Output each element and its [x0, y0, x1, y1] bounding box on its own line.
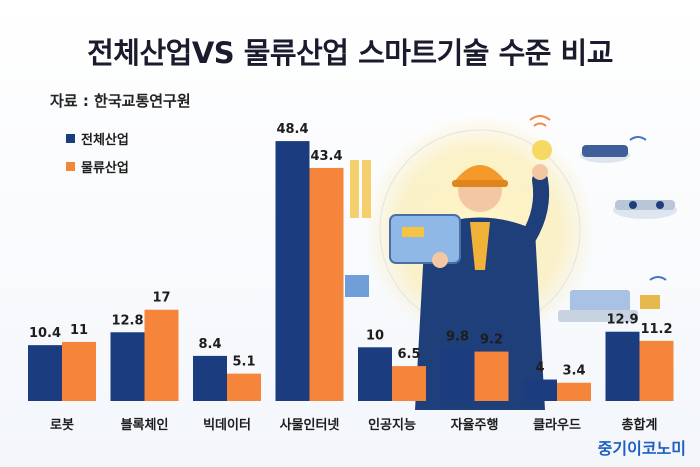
- watermark-logo: 중기이코노미: [597, 439, 686, 458]
- value-label-series2-2: 5.1: [232, 355, 255, 370]
- bar-series2-5: [474, 351, 509, 401]
- bar-series2-1: [144, 309, 179, 401]
- value-label-series1-1: 12.8: [111, 313, 143, 328]
- bar-series1-2: [193, 355, 227, 401]
- bar-series1-4: [358, 347, 392, 401]
- bar-series2-2: [227, 373, 261, 401]
- value-label-series1-5: 9.8: [446, 329, 469, 344]
- value-label-series1-3: 48.4: [276, 122, 308, 137]
- value-label-series2-0: 11: [70, 323, 88, 338]
- legend-swatch-series2: [66, 161, 75, 171]
- category-label-7: 총합계: [622, 417, 658, 433]
- value-label-series1-4: 10: [366, 328, 384, 343]
- bar-series2-6: [557, 382, 591, 401]
- value-label-series1-2: 8.4: [198, 337, 221, 352]
- bar-series1-5: [440, 348, 475, 401]
- legend-swatch-series1: [66, 133, 75, 143]
- chart-title: 전체산업VS 물류산업 스마트기술 수준 비교: [87, 36, 613, 70]
- bar-series2-4: [392, 366, 426, 401]
- legend-label-series1: 전체산업: [81, 132, 129, 148]
- category-label-0: 로봇: [50, 418, 74, 433]
- value-label-series1-6: 4: [535, 361, 544, 376]
- value-label-series1-7: 12.9: [606, 313, 638, 328]
- bar-series1-1: [110, 332, 145, 401]
- value-label-series1-0: 10.4: [29, 326, 61, 341]
- legend-label-series2: 물류산업: [81, 160, 129, 176]
- category-label-6: 클라우드: [533, 417, 581, 433]
- bar-series2-0: [62, 341, 96, 401]
- bar-series1-6: [523, 379, 557, 401]
- category-label-1: 블록체인: [121, 417, 169, 433]
- category-label-3: 사물인터넷: [280, 417, 340, 433]
- value-label-series2-7: 11.2: [640, 322, 672, 337]
- category-label-5: 자율주행: [451, 417, 499, 433]
- legend-item-series1: 전체산업: [66, 124, 129, 152]
- value-label-series2-6: 3.4: [562, 364, 585, 379]
- value-label-series2-1: 17: [152, 291, 170, 306]
- bar-series2-3: [309, 167, 344, 401]
- bar-series1-0: [28, 345, 62, 401]
- value-label-series2-4: 6.5: [397, 347, 420, 362]
- value-label-series2-3: 43.4: [310, 149, 342, 164]
- category-label-4: 인공지능: [368, 417, 416, 433]
- bar-series1-3: [275, 141, 310, 402]
- source-note: 자료 : 한국교통연구원: [50, 92, 191, 110]
- bar-series2-7: [639, 340, 674, 401]
- legend: 전체산업 물류산업: [66, 124, 129, 180]
- bar-series1-7: [605, 331, 640, 401]
- category-label-2: 빅데이터: [203, 417, 251, 433]
- legend-item-series2: 물류산업: [66, 152, 129, 180]
- value-label-series2-5: 9.2: [480, 333, 503, 348]
